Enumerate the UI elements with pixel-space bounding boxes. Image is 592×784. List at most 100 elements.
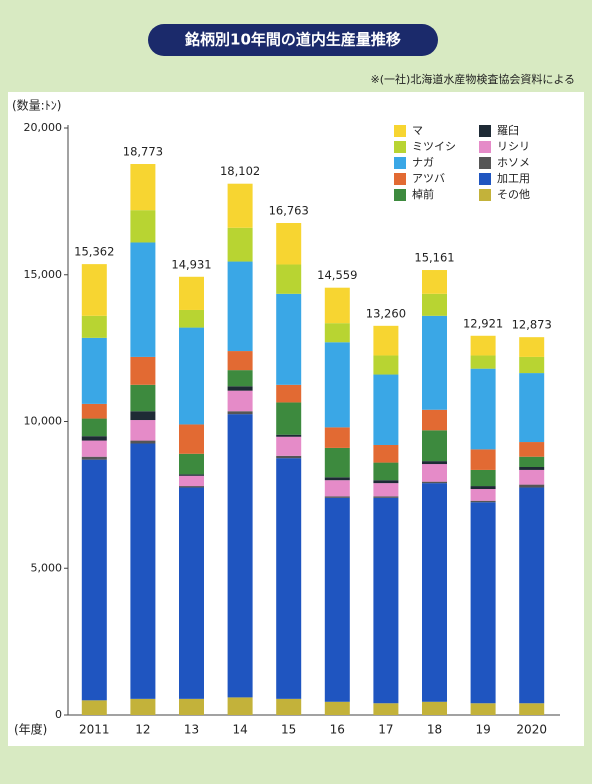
y-tick-label: 20,000	[24, 121, 63, 134]
y-axis-label: (数量:ﾄﾝ)	[12, 98, 61, 113]
total-label: 15,161	[414, 251, 454, 265]
bar-segment	[276, 436, 302, 456]
legend-label: 羅臼	[497, 123, 519, 137]
x-tick-label: 15	[281, 723, 296, 737]
bar-segment	[130, 384, 156, 412]
total-label: 12,921	[463, 316, 503, 330]
bar-segment	[81, 440, 107, 457]
bar-segment	[130, 443, 156, 699]
bar-segment	[470, 449, 496, 470]
bar-segment	[373, 496, 399, 498]
x-axis-label: (年度)	[14, 722, 47, 737]
bar-segment	[519, 703, 545, 715]
legend-label: 棹前	[412, 187, 434, 201]
bar-segment	[422, 315, 447, 410]
bar-segment	[130, 420, 156, 441]
legend-swatch	[479, 173, 491, 185]
bar-segment	[227, 261, 253, 352]
bar-segment	[276, 698, 302, 715]
bar-segment	[324, 447, 350, 478]
bar-segment	[227, 370, 253, 387]
bar-segment	[227, 183, 253, 228]
bar-segment	[276, 455, 302, 459]
bar-segment	[324, 427, 350, 448]
bar-segment	[373, 480, 399, 484]
legend-label: マ	[412, 124, 423, 137]
total-label: 14,559	[317, 268, 357, 282]
y-tick-label: 0	[55, 708, 62, 721]
bar-segment	[179, 475, 204, 487]
total-label: 18,773	[123, 145, 163, 159]
bar-segment	[422, 464, 447, 482]
bar-segment	[179, 698, 204, 715]
bar-segment	[130, 440, 156, 444]
bar-segment	[179, 474, 204, 476]
total-label: 14,931	[171, 257, 211, 271]
bar-segment	[470, 703, 496, 715]
legend-swatch	[479, 189, 491, 201]
bar-segment	[519, 442, 545, 457]
y-tick-label: 10,000	[24, 415, 63, 428]
bar-segment	[470, 355, 496, 369]
legend-label: ミツイシ	[412, 140, 456, 153]
legend-swatch	[394, 189, 406, 201]
legend-swatch	[394, 141, 406, 153]
x-tick-label: 12	[135, 723, 150, 737]
x-tick-label: 17	[378, 723, 393, 737]
bar-segment	[373, 355, 399, 375]
bar-segment	[519, 487, 545, 704]
y-tick-label: 15,000	[24, 268, 63, 281]
bar-segment	[179, 309, 204, 328]
source-note: ※(一社)北海道水産物検査協会資料による	[371, 72, 575, 86]
bar-segment	[373, 462, 399, 481]
bar-segment	[81, 264, 107, 316]
bar-segment	[373, 497, 399, 704]
total-label: 18,102	[220, 164, 260, 178]
legend-swatch	[394, 173, 406, 185]
bar-segment	[179, 424, 204, 454]
bar-segment	[422, 270, 447, 294]
bar-segment	[81, 459, 107, 701]
legend-swatch	[479, 125, 491, 137]
bar-segment	[422, 409, 447, 431]
bar-segment	[227, 414, 253, 698]
bar-segment	[276, 223, 302, 265]
bar-segment	[81, 700, 107, 715]
bar-segment	[276, 264, 302, 294]
x-tick-label: 19	[475, 723, 490, 737]
bar-segment	[324, 701, 350, 715]
bar-segment	[179, 276, 204, 310]
legend-label: リシリ	[497, 140, 530, 153]
bar-segment	[227, 697, 253, 715]
bar-segment	[470, 502, 496, 704]
x-tick-label: 18	[427, 723, 442, 737]
bar-segment	[276, 434, 302, 437]
bar-segment	[519, 356, 545, 374]
total-label: 13,260	[366, 306, 406, 320]
bar-segment	[324, 323, 350, 343]
bar-segment	[470, 486, 496, 490]
x-tick-label: 14	[232, 723, 247, 737]
bar-segment	[519, 337, 545, 357]
bar-segment	[373, 444, 399, 463]
bar-segment	[130, 356, 156, 385]
total-label: 15,362	[74, 245, 114, 259]
legend-swatch	[394, 125, 406, 137]
title-pill	[148, 24, 438, 56]
bar-segment	[324, 496, 350, 498]
bar-segment	[373, 483, 399, 497]
legend-label: ホソメ	[497, 156, 530, 169]
bar-segment	[422, 461, 447, 465]
bar-segment	[276, 384, 302, 403]
bar-segment	[470, 500, 496, 503]
bar-segment	[179, 487, 204, 699]
legend-label: アツバ	[412, 172, 445, 185]
bar-segment	[81, 418, 107, 437]
bar-segment	[324, 497, 350, 702]
chart-title: 銘柄別10年間の道内生産量推移	[185, 31, 401, 49]
bar-segment	[179, 486, 204, 488]
bar-segment	[130, 411, 156, 421]
bar-segment	[324, 287, 350, 324]
bar-segment	[470, 489, 496, 501]
